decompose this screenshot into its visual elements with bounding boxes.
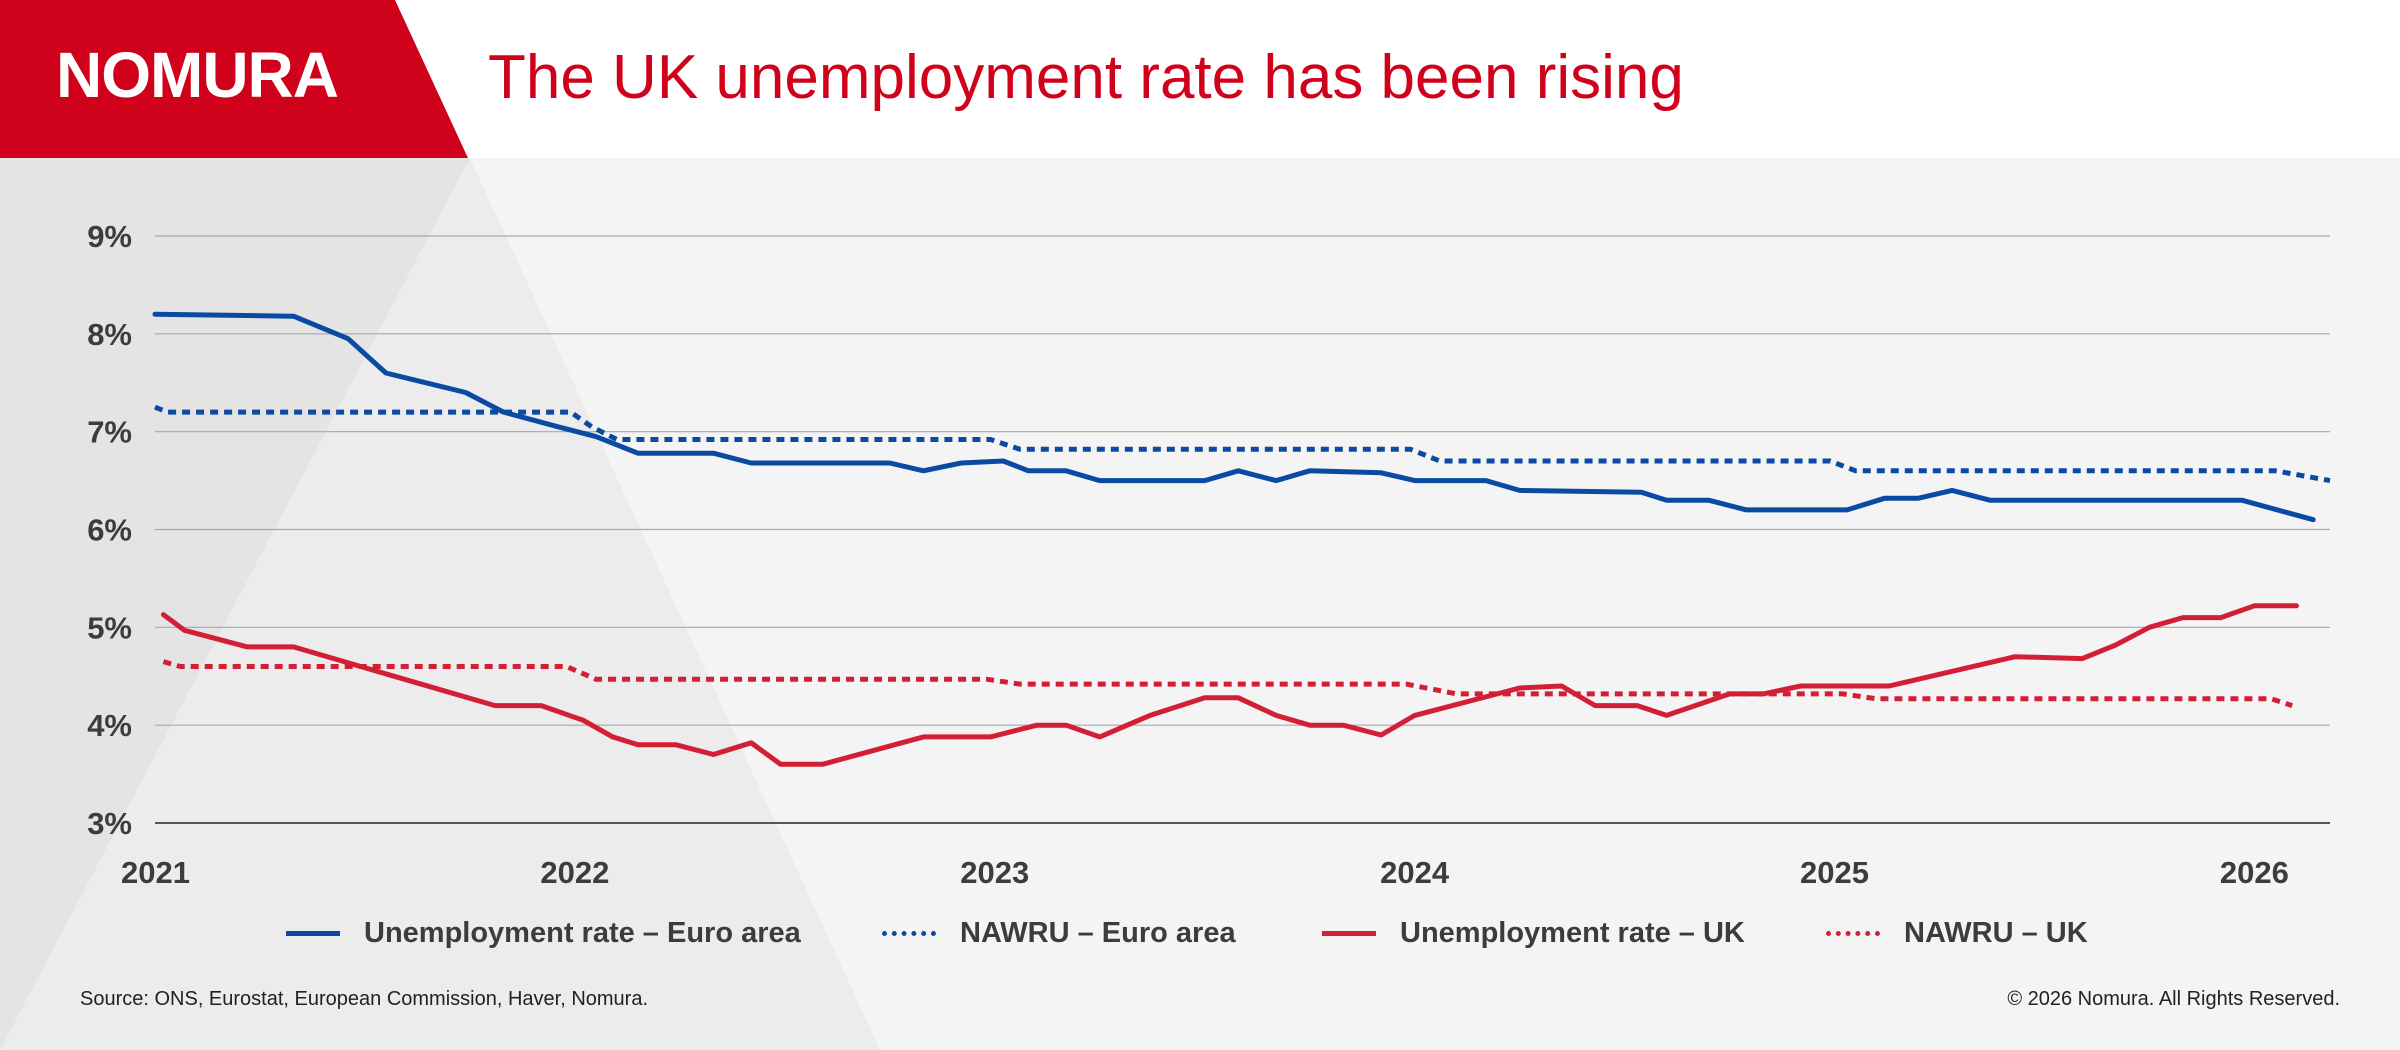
- nomura-logo: NOMURA: [56, 39, 339, 111]
- x-tick-label: 2022: [540, 855, 609, 890]
- legend-item: NAWRU – UK: [1826, 905, 2088, 961]
- legend-item: Unemployment rate – Euro area: [286, 905, 801, 961]
- y-tick-label: 3%: [87, 806, 132, 841]
- x-tick-label: 2025: [1800, 855, 1869, 890]
- legend-label: Unemployment rate – UK: [1400, 916, 1745, 949]
- legend-item: Unemployment rate – UK: [1322, 905, 1745, 961]
- y-tick-label: 4%: [87, 708, 132, 743]
- gridlines: [155, 235, 2330, 824]
- legend-swatch: [1322, 930, 1376, 936]
- series-lines: [152, 311, 2331, 767]
- logo-background: [0, 0, 468, 158]
- series-line-4: [162, 659, 2293, 708]
- legend-swatch: [882, 930, 936, 936]
- x-tick-label: 2021: [121, 855, 190, 890]
- legend-label: NAWRU – UK: [1904, 916, 2088, 949]
- y-tick-label: 8%: [87, 317, 132, 352]
- legend-label: NAWRU – Euro area: [960, 916, 1236, 949]
- x-axis-ticks: 2021 2022 2023 2024 2025 2026: [121, 855, 2289, 890]
- y-tick-label: 5%: [87, 610, 132, 645]
- y-tick-label: 6%: [87, 513, 132, 548]
- x-tick-label: 2023: [960, 855, 1029, 890]
- y-tick-label: 9%: [87, 219, 132, 254]
- legend-swatch: [1826, 930, 1880, 936]
- chart-legend: Unemployment rate – Euro area NAWRU – Eur…: [0, 905, 2400, 965]
- x-tick-label: 2026: [2220, 855, 2289, 890]
- page-title: The UK unemployment rate has been rising: [488, 43, 1684, 112]
- y-axis-ticks: 3% 4% 5% 6% 7% 8% 9%: [87, 219, 132, 841]
- x-tick-label: 2024: [1380, 855, 1450, 890]
- series-line-3: [160, 603, 2299, 767]
- legend-swatch: [286, 930, 340, 936]
- legend-item: NAWRU – Euro area: [882, 905, 1236, 961]
- series-line-2: [154, 404, 2331, 484]
- logo-block: NOMURA: [0, 0, 470, 158]
- copyright-notice: © 2026 Nomura. All Rights Reserved.: [2007, 988, 2340, 1010]
- series-line-1: [152, 311, 2316, 523]
- y-tick-label: 7%: [87, 415, 132, 450]
- source-note: Source: ONS, Eurostat, European Commissi…: [80, 988, 649, 1010]
- legend-label: Unemployment rate – Euro area: [364, 916, 801, 949]
